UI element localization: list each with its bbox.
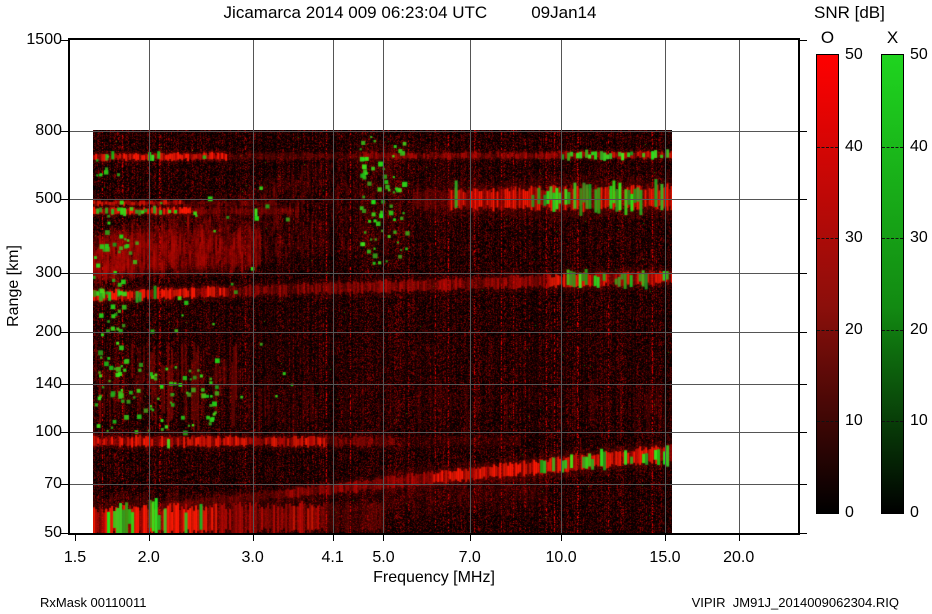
x-tick-mark: [383, 535, 385, 541]
x-tick-label: 20.0: [723, 549, 755, 566]
colorbar-tick-label: 30: [845, 229, 863, 247]
colorbar-tick-label: 50: [910, 46, 928, 63]
y-tick-mark-right: [800, 273, 807, 275]
y-tick-mark-left: [61, 383, 68, 385]
colorbar-tick-label: 40: [845, 137, 863, 155]
colorbar-tick-dash: [817, 421, 838, 423]
x-tick-mark: [665, 535, 666, 541]
colorbar-tick-label: 0: [910, 504, 919, 521]
y-tick-mark-left: [61, 484, 68, 486]
y-tick-mark-left: [61, 273, 68, 275]
colorbar-x-label: X: [886, 28, 899, 47]
y-tick-mark-right: [800, 39, 807, 41]
y-tick-mark-left: [61, 432, 68, 434]
y-tick-label: 50: [44, 524, 62, 541]
x-tick-label: 15.0: [649, 549, 681, 566]
x-tick-mark: [252, 535, 254, 541]
x-tick-label: 7.0: [458, 549, 481, 566]
colorbar-tick-label: 20: [910, 320, 928, 338]
colorbar-tick-label: 10: [845, 412, 863, 430]
x-tick-label: 10.0: [545, 549, 577, 566]
x-tick-mark: [148, 535, 150, 541]
y-tick-mark-right: [800, 331, 807, 333]
y-axis-label: Range [km]: [5, 245, 22, 327]
y-tick-label: 200: [35, 322, 62, 340]
colorbar-title: SNR [dB]: [814, 3, 885, 22]
datafile-text: VIPIR JM91J_2014009062304.RIQ: [691, 595, 899, 610]
colorbar-tick-dash: [882, 238, 903, 240]
x-tick-label: 1.5: [63, 549, 87, 566]
x-tick-label: 3.0: [241, 549, 264, 566]
colorbar-tick-dash: [817, 329, 838, 331]
y-tick-label: 100: [35, 423, 62, 441]
y-tick-label: 140: [35, 374, 62, 392]
y-tick-mark-right: [800, 383, 807, 385]
x-tick-mark: [469, 535, 471, 541]
colorbar-o-label: O: [820, 28, 835, 47]
y-tick-mark-right: [800, 484, 807, 486]
colorbar-tick-label: 10: [910, 412, 928, 430]
ionogram-canvas: [93, 130, 672, 533]
y-tick-mark-right: [800, 533, 807, 534]
x-tick-mark: [738, 535, 740, 541]
colorbar-tick-dash: [882, 146, 903, 148]
y-tick-label: 300: [35, 264, 62, 282]
colorbar-tick-label: 40: [910, 137, 928, 155]
x-tick-mark: [561, 535, 563, 541]
page-title: Jicamarca 2014 009 06:23:04 UTC 09Jan14: [30, 3, 790, 23]
x-tick-label: 4.1: [321, 549, 344, 566]
y-tick-mark-right: [800, 432, 807, 434]
y-tick-mark-left: [61, 130, 68, 132]
colorbar-tick-dash: [817, 146, 838, 148]
colorbar-tick-label: 20: [845, 320, 863, 338]
y-tick-mark-right: [800, 130, 807, 132]
colorbar-tick-dash: [817, 238, 838, 240]
y-tick-label: 1500: [26, 30, 62, 48]
x-gridline: [738, 40, 740, 533]
colorbar-x-gradient: [881, 54, 904, 514]
title-station-time: Jicamarca 2014 009 06:23:04 UTC: [223, 3, 488, 22]
y-tick-label: 500: [35, 190, 62, 207]
colorbar-tick-dash: [882, 329, 903, 331]
colorbar-tick-label: 30: [910, 229, 928, 247]
y-tick-mark-right: [800, 199, 807, 200]
colorbar-tick-dash: [882, 421, 903, 423]
y-tick-label: 70: [44, 475, 62, 493]
y-tick-mark-left: [61, 199, 68, 200]
x-tick-mark: [75, 535, 76, 541]
colorbar-tick-label: 50: [845, 46, 863, 63]
y-tick-mark-left: [61, 39, 68, 41]
colorbar-o-gradient: [816, 54, 839, 514]
x-axis-label: Frequency [MHz]: [373, 569, 495, 586]
plot-area: [68, 38, 800, 535]
y-tick-mark-left: [61, 533, 68, 534]
y-tick-label: 800: [35, 121, 62, 139]
colorbar-tick-label: 0: [845, 504, 854, 521]
x-tick-mark: [332, 535, 334, 541]
x-tick-label: 2.0: [137, 549, 160, 566]
title-date: 09Jan14: [531, 3, 597, 22]
rxmask-text: RxMask 00110011: [40, 595, 147, 610]
y-tick-mark-left: [61, 331, 68, 333]
x-tick-label: 5.0: [372, 549, 395, 566]
